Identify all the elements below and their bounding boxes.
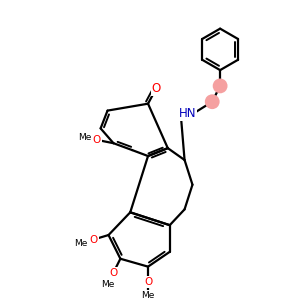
Text: O: O (109, 268, 117, 278)
Circle shape (205, 94, 220, 109)
Text: O: O (89, 235, 98, 244)
Text: Me: Me (101, 280, 114, 289)
Text: Me: Me (78, 133, 91, 142)
Text: HN: HN (179, 107, 196, 120)
Text: O: O (93, 135, 101, 145)
Text: Me: Me (141, 291, 155, 300)
Text: O: O (152, 82, 161, 94)
Circle shape (213, 79, 227, 93)
Text: Me: Me (74, 239, 88, 248)
Text: O: O (144, 278, 152, 287)
